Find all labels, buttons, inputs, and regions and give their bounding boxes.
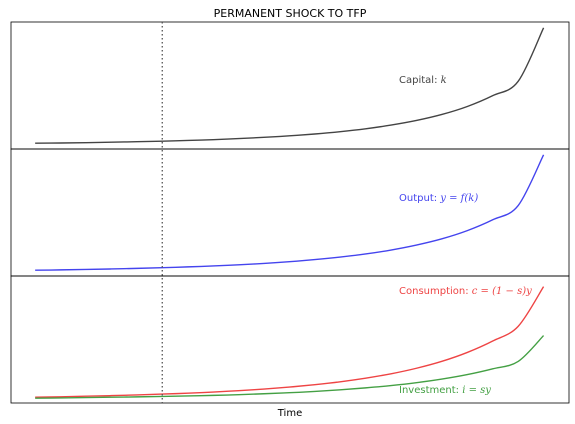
panel-frame — [10, 148, 570, 277]
panel-2: Output: y = f(k) — [10, 148, 570, 277]
chart-panels: Capital: k Output: y = f(k) Consumption: c… — [10, 21, 570, 404]
series-line-investment — [35, 335, 545, 399]
series-label-output: Output: y = f(k) — [399, 193, 478, 204]
panel-frame — [10, 275, 570, 404]
series-line-capital — [35, 27, 545, 144]
x-axis-label: Time — [277, 408, 302, 419]
panel-1: Capital: k — [10, 21, 570, 150]
series-label-capital: Capital: k — [399, 75, 447, 86]
series-label-investment: Investment: i = sy — [399, 385, 491, 396]
panel-frame — [10, 21, 570, 150]
series-line-consumption — [35, 286, 545, 398]
series-line-output — [35, 154, 545, 271]
series-label-consumption: Consumption: c = (1 − s)y — [399, 286, 532, 297]
panel-3: Consumption: c = (1 − s)y Investment: i =… — [10, 275, 570, 404]
chart-title: PERMANENT SHOCK TO TFP — [214, 7, 367, 20]
